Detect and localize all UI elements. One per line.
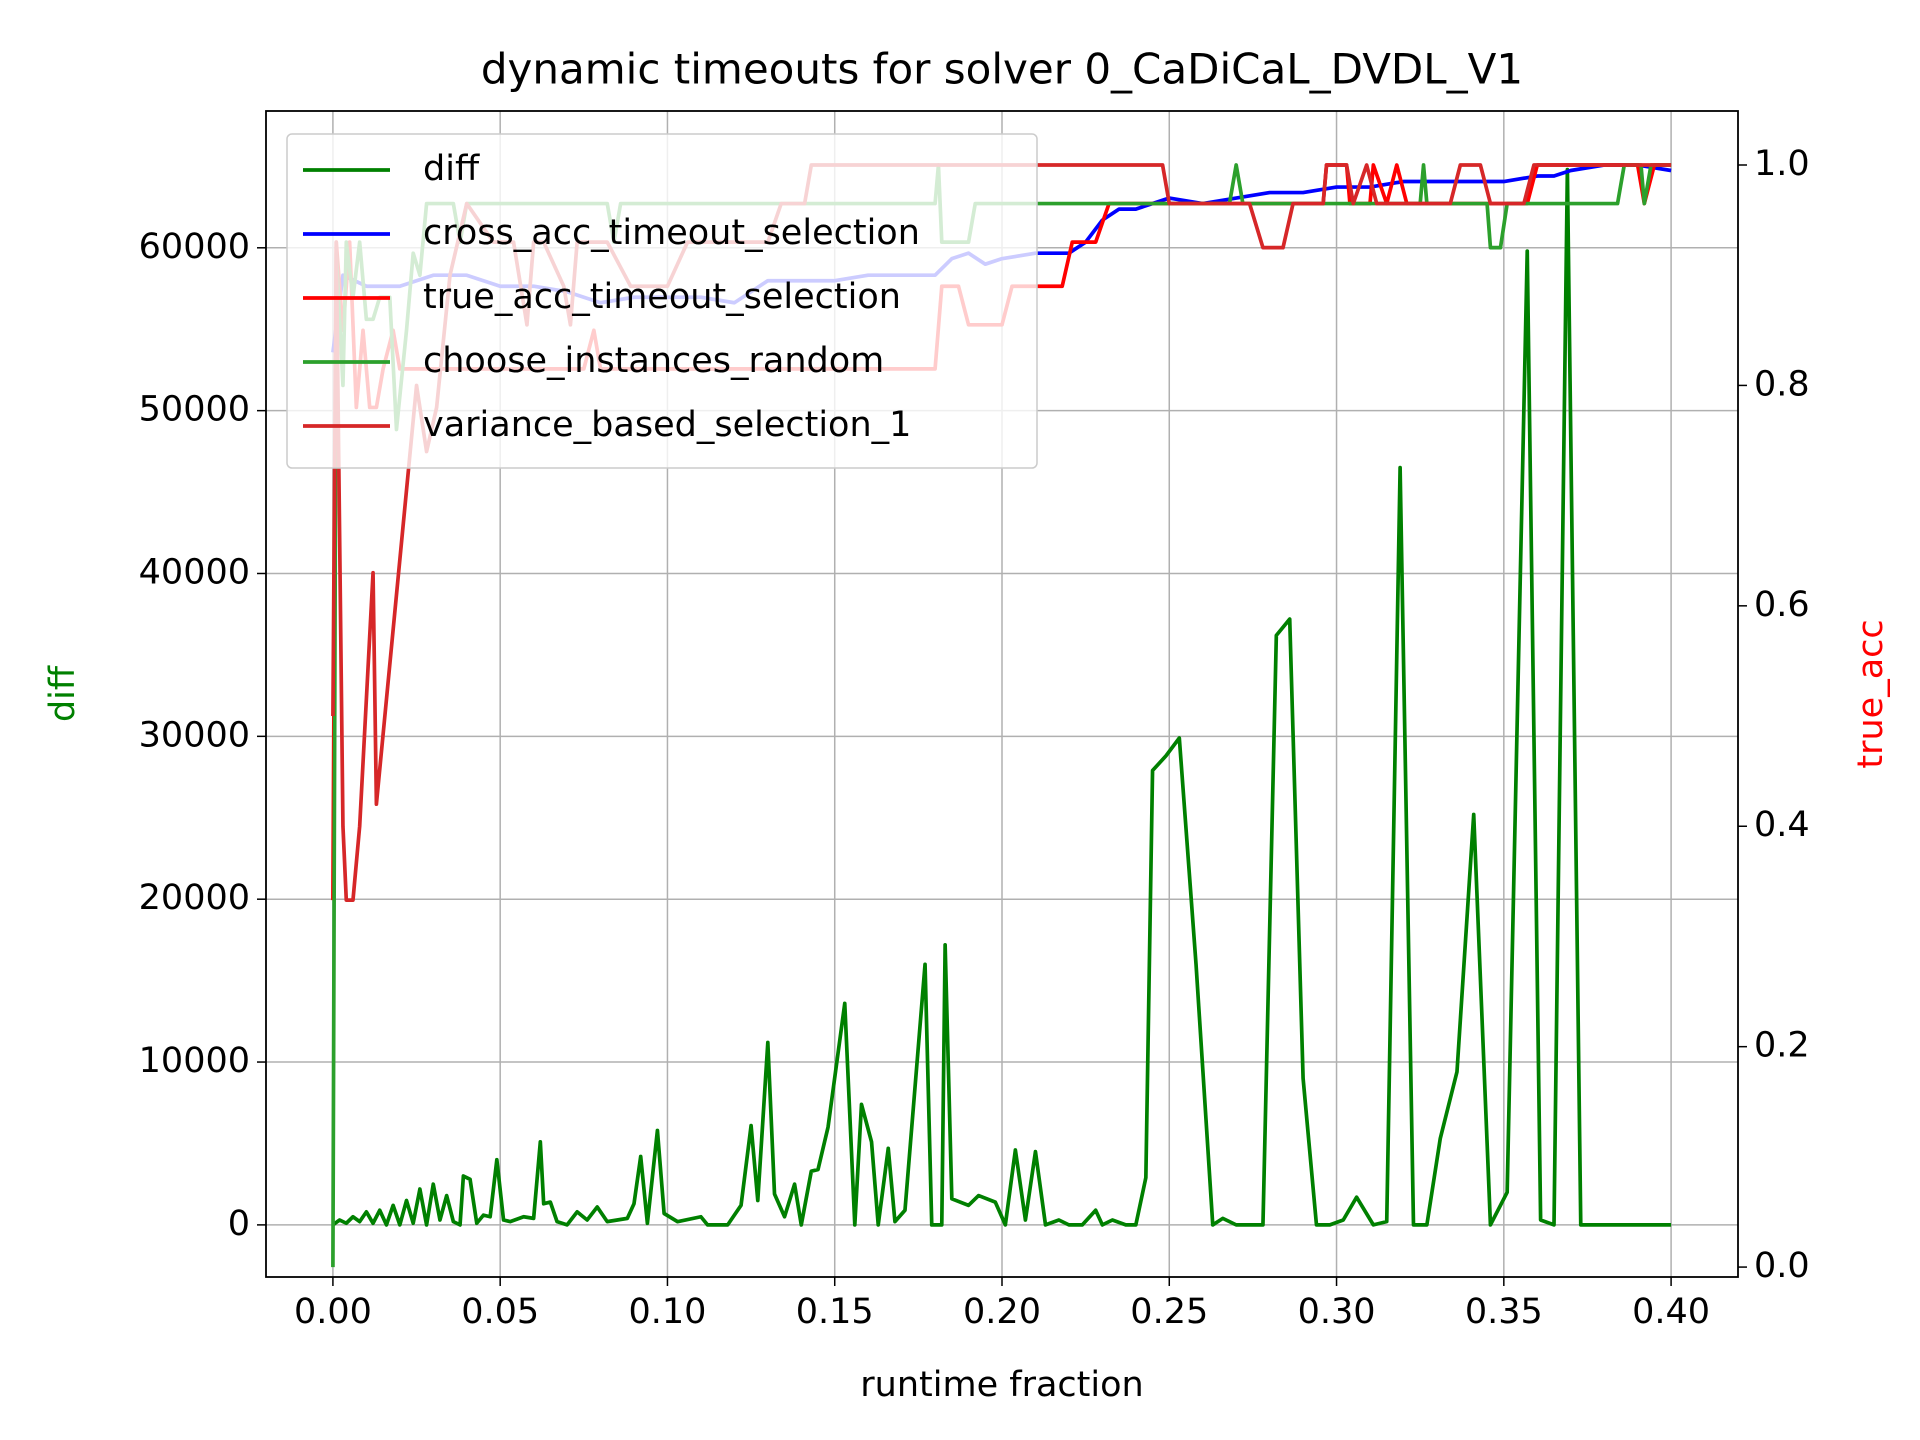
x-tick-label: 0.40 <box>1632 1292 1710 1332</box>
x-tick-label: 0.20 <box>963 1292 1041 1332</box>
x-tick-label: 0.05 <box>461 1292 539 1332</box>
y2-tick-label: 0.2 <box>1754 1026 1810 1066</box>
y2-tick-label: 1.0 <box>1754 144 1810 184</box>
y2-axis-label: true_acc <box>1851 619 1891 768</box>
legend-label: true_acc_timeout_selection <box>423 277 901 317</box>
x-tick-label: 0.15 <box>796 1292 874 1332</box>
y2-tick-label: 0.4 <box>1754 805 1810 845</box>
y2-tick-label: 0.0 <box>1754 1246 1810 1286</box>
y-tick-label: 0 <box>228 1204 250 1244</box>
plot-frame <box>265 110 1739 1278</box>
y-tick-label: 10000 <box>139 1041 250 1081</box>
x-tick-label: 0.25 <box>1130 1292 1208 1332</box>
legend-label: diff <box>423 149 480 189</box>
legend-label: choose_instances_random <box>423 341 884 381</box>
y-axis-label: diff <box>43 665 83 722</box>
chart-title: dynamic timeouts for solver 0_CaDiCaL_DV… <box>481 45 1523 94</box>
y-tick-label: 30000 <box>139 715 250 755</box>
y-tick-label: 40000 <box>139 552 250 592</box>
y-tick-label: 20000 <box>139 878 250 918</box>
x-tick-label: 0.00 <box>294 1292 372 1332</box>
y2-tick-label: 0.6 <box>1754 585 1810 625</box>
data-line <box>331 167 1672 1227</box>
y-tick-label: 50000 <box>139 390 250 430</box>
legend-label: cross_acc_timeout_selection <box>423 213 920 253</box>
legend-box <box>286 133 1038 469</box>
x-axis-label: runtime fraction <box>860 1365 1143 1405</box>
x-tick-label: 0.30 <box>1298 1292 1376 1332</box>
x-tick-label: 0.35 <box>1465 1292 1543 1332</box>
x-tick-label: 0.10 <box>628 1292 706 1332</box>
y2-tick-label: 0.8 <box>1754 364 1810 404</box>
y-tick-label: 60000 <box>139 227 250 267</box>
legend-label: variance_based_selection_1 <box>423 405 911 445</box>
